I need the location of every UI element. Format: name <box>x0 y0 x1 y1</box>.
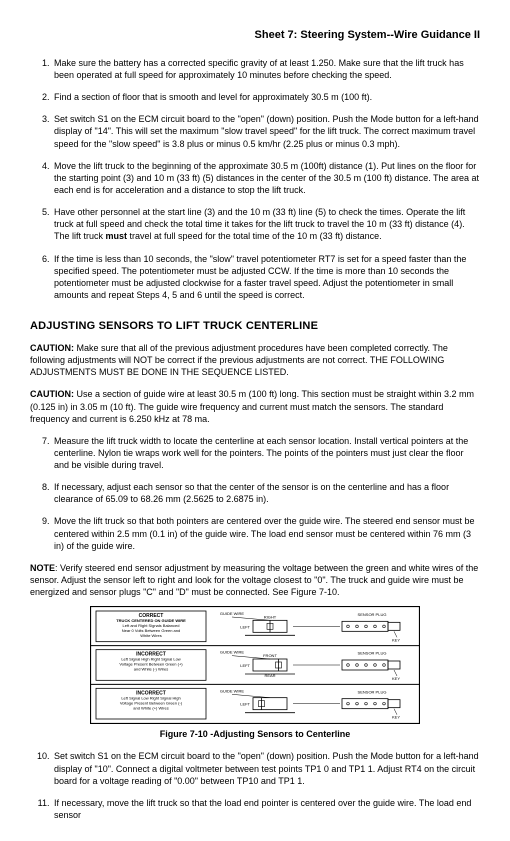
svg-text:FRONT: FRONT <box>263 653 277 658</box>
procedure-step: Have other personnel at the start line (… <box>52 206 480 242</box>
emphasis-must: must <box>106 231 128 241</box>
svg-text:White Wires: White Wires <box>140 633 162 638</box>
procedure-list-a: Make sure the battery has a corrected sp… <box>30 57 480 301</box>
svg-text:LEFT: LEFT <box>240 663 250 668</box>
svg-text:KEY: KEY <box>392 638 400 643</box>
caution-2-text: Use a section of guide wire at least 30.… <box>30 389 474 423</box>
figure-7-10: CORRECTTRUCK CENTERED ON GUIDE WIRELeft … <box>30 606 480 724</box>
procedure-step: Move the lift truck to the beginning of … <box>52 160 480 196</box>
svg-text:KEY: KEY <box>392 715 400 720</box>
svg-text:SENSOR PLUG: SENSOR PLUG <box>358 651 387 656</box>
note: NOTE: Verify steered end sensor adjustme… <box>30 562 480 598</box>
svg-text:LEFT: LEFT <box>240 702 250 707</box>
caution-2-label: CAUTION: <box>30 389 74 399</box>
caution-2: CAUTION: Use a section of guide wire at … <box>30 388 480 424</box>
procedure-step: Set switch S1 on the ECM circuit board t… <box>52 750 480 786</box>
procedure-step: If the time is less than 10 seconds, the… <box>52 253 480 302</box>
section-heading-adjusting-sensors: ADJUSTING SENSORS TO LIFT TRUCK CENTERLI… <box>30 319 480 334</box>
svg-text:GUIDE WIRE: GUIDE WIRE <box>220 689 245 694</box>
procedure-step: Measure the lift truck width to locate t… <box>52 435 480 471</box>
svg-text:LEFT: LEFT <box>240 625 250 630</box>
procedure-list-b: Measure the lift truck width to locate t… <box>30 435 480 552</box>
svg-text:KEY: KEY <box>392 676 400 681</box>
procedure-step: If necessary, move the lift truck so tha… <box>52 797 480 821</box>
svg-text:GUIDE WIRE: GUIDE WIRE <box>220 650 245 655</box>
procedure-step: Set switch S1 on the ECM circuit board t… <box>52 113 480 149</box>
procedure-step: Find a section of floor that is smooth a… <box>52 91 480 103</box>
procedure-step: Make sure the battery has a corrected sp… <box>52 57 480 81</box>
svg-text:and White (+) Wires: and White (+) Wires <box>133 706 168 711</box>
svg-text:RIGHT: RIGHT <box>264 615 277 620</box>
note-label: NOTE <box>30 563 55 573</box>
caution-1-label: CAUTION: <box>30 343 74 353</box>
procedure-list-c: Set switch S1 on the ECM circuit board t… <box>30 750 480 821</box>
caution-1-text: Make sure that all of the previous adjus… <box>30 343 448 377</box>
figure-7-10-caption: Figure 7-10 -Adjusting Sensors to Center… <box>30 728 480 740</box>
svg-text:GUIDE WIRE: GUIDE WIRE <box>220 611 245 616</box>
note-text: : Verify steered end sensor adjustment b… <box>30 563 478 597</box>
caution-1: CAUTION: Make sure that all of the previ… <box>30 342 480 378</box>
svg-text:SENSOR PLUG: SENSOR PLUG <box>358 612 387 617</box>
svg-text:SENSOR PLUG: SENSOR PLUG <box>358 690 387 695</box>
sheet-title: Sheet 7: Steering System--Wire Guidance … <box>30 28 480 43</box>
svg-text:and White (-) Wires: and White (-) Wires <box>134 667 168 672</box>
procedure-step: Move the lift truck so that both pointer… <box>52 515 480 551</box>
procedure-step: If necessary, adjust each sensor so that… <box>52 481 480 505</box>
